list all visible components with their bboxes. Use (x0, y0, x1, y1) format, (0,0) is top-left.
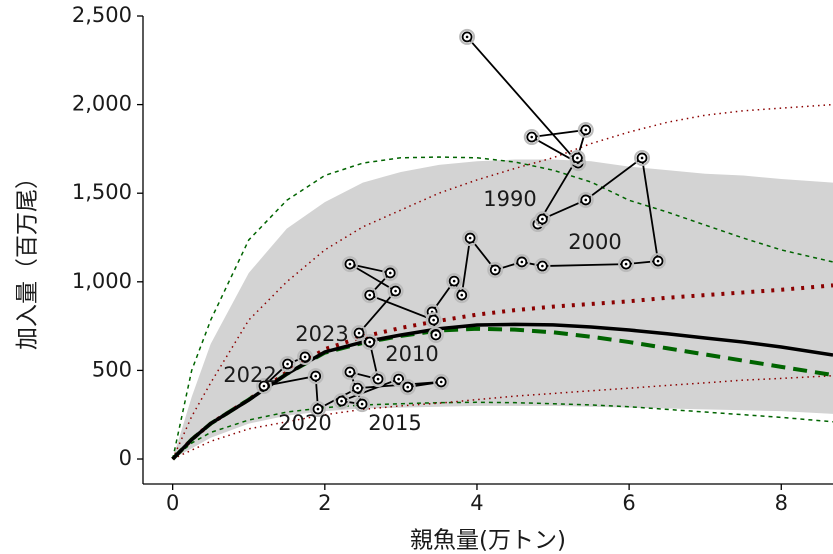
x-tick-label: 2 (318, 491, 331, 515)
y-tick-label: 2,000 (72, 92, 132, 116)
point-center (460, 293, 464, 297)
point-center (368, 293, 372, 297)
point-halo (513, 253, 530, 270)
curve (171, 103, 833, 460)
point-center (432, 318, 435, 322)
point-center (316, 407, 320, 411)
point-halo (349, 380, 366, 397)
point-center (397, 377, 400, 381)
point-center (584, 128, 588, 132)
point-center (468, 236, 472, 240)
y-tick-label: 0 (119, 446, 132, 470)
point-halo (255, 378, 272, 395)
point-center (388, 271, 392, 275)
point-center (340, 399, 343, 403)
point-halo (390, 371, 407, 388)
point-center (576, 156, 579, 160)
point-center (368, 340, 372, 344)
year-label: 2022 (223, 363, 276, 387)
point-center (465, 35, 469, 39)
point-center (493, 268, 497, 272)
point-center (286, 362, 289, 366)
point-halo (341, 256, 358, 273)
year-label: 2000 (568, 230, 621, 254)
year-label: 2023 (295, 322, 348, 346)
point-center (406, 385, 410, 389)
x-axis-title: 親魚量(万トン) (410, 528, 566, 554)
point-center (376, 377, 380, 381)
point-center (584, 198, 588, 202)
point-halo (577, 191, 594, 208)
y-axis-title: 加入量（百万尾） (15, 166, 41, 350)
band (172, 159, 833, 460)
point-center (303, 355, 307, 359)
point-center (348, 262, 352, 266)
point-halo (361, 334, 378, 351)
point-halo (523, 129, 540, 146)
point-center (262, 384, 266, 388)
point-center (356, 386, 359, 390)
point-halo (427, 326, 444, 343)
year-label: 2015 (368, 411, 421, 435)
curve (171, 322, 833, 461)
x-tick-label: 0 (166, 491, 179, 515)
point-center (624, 262, 628, 266)
point-halo (387, 283, 404, 300)
point-halo (297, 348, 314, 365)
point-halo (446, 273, 463, 290)
point-halo (569, 149, 586, 166)
year-label: 2010 (385, 342, 438, 366)
y-tick-label: 2,500 (72, 3, 132, 27)
point-halo (462, 230, 479, 247)
point-halo (382, 264, 399, 281)
x-tick-label: 8 (775, 491, 788, 515)
point-center (656, 259, 660, 263)
point-halo (333, 393, 350, 410)
y-tick-label: 1,500 (72, 180, 132, 204)
plot-area (171, 28, 833, 461)
point-center (314, 374, 317, 378)
point-center (520, 260, 524, 264)
point-halo (534, 211, 551, 228)
point-halo (487, 261, 504, 278)
point-halo (354, 396, 371, 413)
point-center (530, 135, 534, 139)
point-halo (309, 401, 326, 418)
year-label: 2020 (278, 411, 331, 435)
point-halo (577, 121, 594, 138)
point-halo (453, 287, 470, 304)
curve (172, 401, 833, 460)
point-halo (370, 371, 387, 388)
point-halo (399, 379, 416, 396)
point-center (541, 264, 544, 268)
point-halo (650, 253, 667, 270)
point-halo (425, 312, 442, 329)
point-center (394, 289, 397, 293)
point-halo (459, 28, 476, 45)
point-halo (351, 325, 368, 342)
point-center (541, 217, 544, 221)
point-center (357, 331, 361, 335)
point-halo (279, 356, 296, 373)
point-halo (634, 149, 651, 166)
y-tick-label: 500 (92, 357, 132, 381)
curve (171, 156, 833, 460)
point-halo (341, 364, 358, 381)
point-center (452, 279, 456, 283)
point-center (434, 333, 438, 337)
year-label: 1990 (483, 187, 536, 211)
x-tick-label: 6 (622, 491, 635, 515)
point-center (360, 402, 364, 406)
point-halo (307, 368, 324, 385)
point-center (348, 370, 352, 374)
point-halo (361, 287, 378, 304)
x-tick-label: 4 (470, 491, 483, 515)
point-halo (534, 258, 551, 275)
y-tick-label: 1,000 (72, 269, 132, 293)
point-center (640, 156, 644, 160)
point-halo (433, 373, 450, 390)
point-halo (618, 256, 635, 273)
point-center (439, 380, 443, 384)
